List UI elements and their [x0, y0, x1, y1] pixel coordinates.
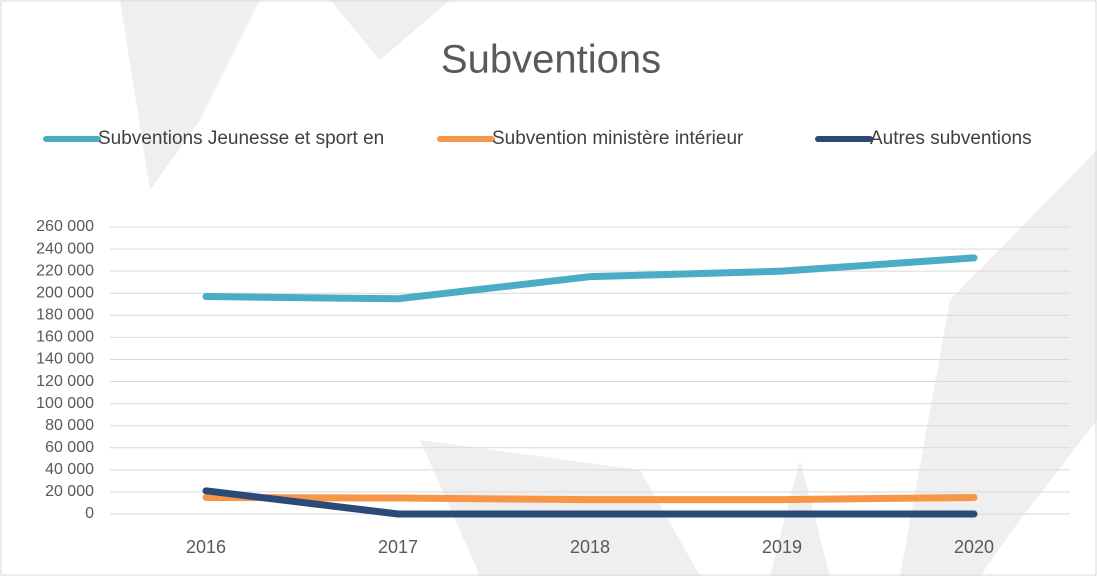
- legend-label: Autres subventions: [870, 128, 1032, 149]
- y-tick-label: 160 000: [36, 329, 94, 346]
- y-tick-label: 20 000: [45, 483, 94, 500]
- x-tick-label: 2020: [954, 537, 994, 557]
- legend-label: Subventions Jeunesse et sport en: [98, 128, 384, 149]
- y-tick-label: 40 000: [45, 461, 94, 478]
- series-line: [206, 497, 974, 499]
- series-line: [206, 258, 974, 299]
- x-tick-label: 2019: [762, 537, 802, 557]
- y-tick-label: 140 000: [36, 351, 94, 368]
- legend-label: Subvention ministère intérieur: [492, 128, 744, 149]
- y-tick-label: 100 000: [36, 395, 94, 412]
- x-tick-label: 2018: [570, 537, 610, 557]
- y-tick-label: 0: [85, 505, 94, 522]
- page: {"chart_data": {"type": "line", "title":…: [0, 0, 1097, 576]
- x-tick-label: 2016: [186, 537, 226, 557]
- y-tick-label: 60 000: [45, 439, 94, 456]
- y-tick-label: 260 000: [36, 218, 94, 235]
- chart: Subventions 0 20 000 40 000 60 000 80 000 100…: [0, 0, 1097, 576]
- y-tick-label: 200 000: [36, 284, 94, 301]
- y-tick-label: 180 000: [36, 307, 94, 324]
- y-tick-label: 240 000: [36, 240, 94, 257]
- y-tick-label: 220 000: [36, 262, 94, 279]
- x-tick-label: 2017: [378, 537, 418, 557]
- y-tick-label: 80 000: [45, 417, 94, 434]
- watermark: [120, 0, 1097, 576]
- y-tick-label: 120 000: [36, 373, 94, 390]
- chart-title: Subventions: [441, 38, 661, 82]
